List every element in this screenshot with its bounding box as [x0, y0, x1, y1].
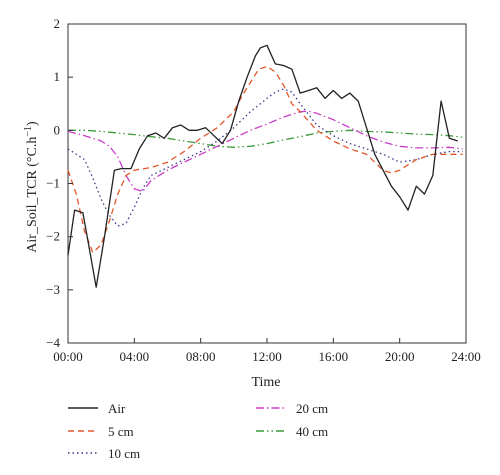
x-tick-label: 12:00 [252, 349, 282, 364]
series-line-40cm [68, 129, 463, 148]
y-tick-label: 1 [54, 69, 61, 84]
x-tick-label: 20:00 [385, 349, 415, 364]
y-tick-label: −1 [46, 176, 60, 191]
y-tick-label: −3 [46, 282, 60, 297]
series-line-20cm [67, 110, 463, 193]
y-axis-title-superscript: −1 [23, 126, 34, 137]
series-layer [67, 44, 463, 288]
plot-area [67, 23, 467, 344]
x-tick-label: 04:00 [120, 349, 150, 364]
legend-label: 5 cm [108, 424, 134, 439]
legend-label: 10 cm [108, 446, 140, 461]
legend-label: 40 cm [296, 424, 328, 439]
y-axis-title-tail: ) [25, 121, 40, 126]
legend: Air 5 cm 10 cm 20 cm 40 cm [68, 401, 328, 461]
y-tick-label: −4 [46, 335, 60, 350]
y-axis-title-main: Air_Soil_TCR (°C.h [25, 137, 40, 253]
legend-label: Air [108, 401, 126, 416]
legend-label: 20 cm [296, 401, 328, 416]
y-tick-label: 2 [54, 16, 61, 31]
plot-border [67, 23, 467, 344]
x-tick-label: 16:00 [319, 349, 349, 364]
axis-ticks: 00:00 04:00 08:00 12:00 16:00 20:00 24:00 −4 −3 −… [46, 16, 481, 364]
x-tick-label: 24:00 [451, 349, 481, 364]
y-axis-title: Air_Soil_TCR (°C.h−1) [23, 121, 40, 253]
x-tick-label: 00:00 [53, 349, 83, 364]
series-line-5cm [67, 65, 463, 254]
y-tick-label: −2 [46, 229, 60, 244]
x-axis-title: Time [251, 375, 280, 390]
x-tick-label: 08:00 [186, 349, 216, 364]
series-line-10cm [67, 88, 463, 227]
y-tick-label: 0 [54, 122, 61, 137]
series-line-air [67, 44, 458, 288]
